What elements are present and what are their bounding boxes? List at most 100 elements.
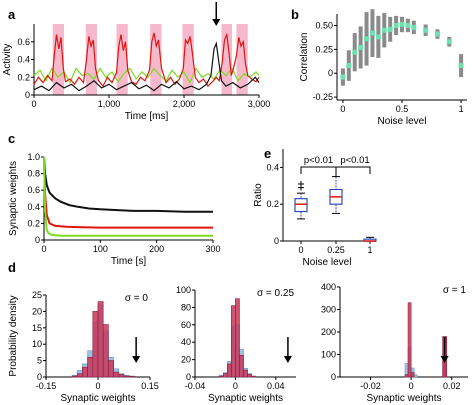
- y-tick-label-a: 0: [25, 90, 30, 100]
- x-tick-label-d3: 0.02: [443, 381, 461, 391]
- sig-label-1: p<0.01: [304, 155, 333, 166]
- hist-bar-red: [108, 360, 114, 378]
- stimulus-shading: [52, 24, 64, 95]
- y-tick-label-d3: 200: [321, 327, 336, 337]
- y-tick-label-a: 0.6: [17, 37, 30, 47]
- hist-bar-red: [243, 369, 248, 378]
- y-tick-label-d1: 15: [32, 323, 42, 333]
- x-tick-label-c: 300: [205, 244, 220, 254]
- hist-bar-red: [97, 301, 104, 378]
- y-tick-label-d3: 300: [321, 305, 336, 315]
- x-tick-label-d2: 0.04: [267, 381, 285, 391]
- stimulus-shading: [85, 24, 97, 95]
- hist-bar-red: [102, 324, 109, 378]
- plots: 0 1,000 2,000 3,000 0 0.2 0.4 0.6 Time [ms] Activ…: [2, 2, 468, 404]
- panel-label-b: b: [291, 7, 299, 22]
- sig-bracket-2: [335, 166, 371, 177]
- y-tick-label-a: 0.4: [17, 55, 30, 65]
- y-tick-label-d2: 80: [181, 302, 191, 312]
- y-tick-label-d1: 10: [32, 339, 42, 349]
- activity-line-red: [33, 32, 260, 88]
- x-tick-label-d1: 0: [95, 381, 100, 391]
- x-tick-label-e: 1: [367, 245, 372, 255]
- hist-title-d2: σ = 0.25: [257, 288, 294, 299]
- y-axis-label-d1: Probability density: [8, 295, 19, 376]
- data-point: [369, 30, 375, 36]
- x-axis-label-b: Noise level: [378, 116, 427, 127]
- sig-label-2: p<0.01: [340, 155, 369, 166]
- y-tick-label-d2: 40: [181, 337, 191, 347]
- y-tick-label-c: 1.0: [27, 152, 40, 162]
- hist-bar-red: [222, 373, 228, 378]
- y-tick-label-d2: 0: [186, 372, 191, 382]
- x-tick-label-d1: 0.15: [141, 381, 159, 391]
- weight-line-red: [43, 156, 213, 229]
- stimulus-shading: [182, 24, 194, 95]
- y-tick-label-c: 0: [35, 235, 40, 245]
- x-tick-label-a: 0: [31, 99, 36, 109]
- y-tick-label-c: 0.6: [27, 185, 40, 195]
- hist-bar-red: [231, 305, 236, 378]
- panel-label-a: a: [8, 7, 16, 22]
- hist-bar-red: [118, 374, 125, 378]
- y-tick-label-c: 0.2: [27, 218, 40, 228]
- x-tick-label-c: 0: [41, 244, 46, 254]
- activity-line-green: [33, 67, 260, 84]
- x-tick-label-a: 1,000: [98, 99, 121, 109]
- data-point: [393, 22, 399, 28]
- x-axis-label-d1: Synaptic weights: [60, 393, 135, 404]
- y-tick-label-c: 0.8: [27, 169, 40, 179]
- data-point: [387, 26, 393, 32]
- x-axis-label-a: Time [ms]: [125, 111, 169, 122]
- hist-bar-red: [251, 375, 256, 378]
- hist-bar-blue: [413, 374, 418, 378]
- data-point: [399, 22, 405, 28]
- y-axis-label-e: Ratio: [253, 183, 264, 207]
- x-axis-label-d2: Synaptic weights: [208, 393, 283, 404]
- y-tick-label-d1: 20: [32, 306, 42, 316]
- x-axis-label-d3: Synaptic weights: [366, 393, 441, 404]
- y-tick-label-b: 0.25: [315, 44, 333, 54]
- y-tick-label-e: 0: [274, 236, 279, 246]
- y-axis-label-a: Activity: [2, 44, 13, 76]
- x-tick-label-b: 1: [459, 104, 464, 114]
- y-tick-label-d3: 0: [331, 372, 336, 382]
- hist-bar-red: [123, 375, 130, 378]
- hist-title-d1: σ = 0: [125, 293, 149, 304]
- y-tick-label-c: 0.4: [27, 202, 40, 212]
- stimulus-shading: [236, 24, 248, 95]
- x-tick-label-b: 0: [340, 104, 345, 114]
- x-tick-label-d3: -0.02: [360, 381, 381, 391]
- hist-bar-red: [218, 375, 224, 378]
- x-tick-label-e: 0: [298, 245, 303, 255]
- arrow-a-head: [212, 19, 221, 26]
- weight-line-black: [43, 156, 213, 213]
- box: [294, 198, 308, 213]
- y-axis-label-c: Synaptic weights: [8, 161, 19, 236]
- hist-bar-red: [227, 363, 232, 378]
- hist-bar-red: [76, 373, 83, 378]
- data-point: [411, 24, 417, 30]
- y-tick-label-b: 0: [328, 68, 333, 78]
- weight-line-green: [43, 156, 213, 237]
- hist-bar-red: [87, 357, 94, 378]
- y-tick-label-d1: 25: [32, 290, 42, 300]
- data-point: [375, 34, 381, 40]
- stimulus-shading: [221, 24, 232, 95]
- hist-bar-red: [92, 311, 99, 378]
- y-tick-label-d1: 5: [37, 356, 42, 366]
- panel-label-e: e: [264, 146, 271, 161]
- y-axis-label-b: Correlation: [299, 33, 310, 82]
- data-point: [446, 39, 452, 45]
- x-tick-label-e: 0.25: [327, 245, 345, 255]
- y-tick-label-b: -0.25: [312, 92, 333, 102]
- x-tick-label-d2: 0: [233, 381, 238, 391]
- y-tick-label-e: 0.4: [266, 162, 279, 172]
- data-point: [340, 74, 346, 80]
- data-point: [381, 27, 387, 33]
- y-tick-label-d2: 20: [181, 355, 191, 365]
- y-tick-label-a: 0.2: [17, 72, 30, 82]
- activity-line-black: [33, 41, 260, 92]
- stimulus-shading: [116, 24, 128, 95]
